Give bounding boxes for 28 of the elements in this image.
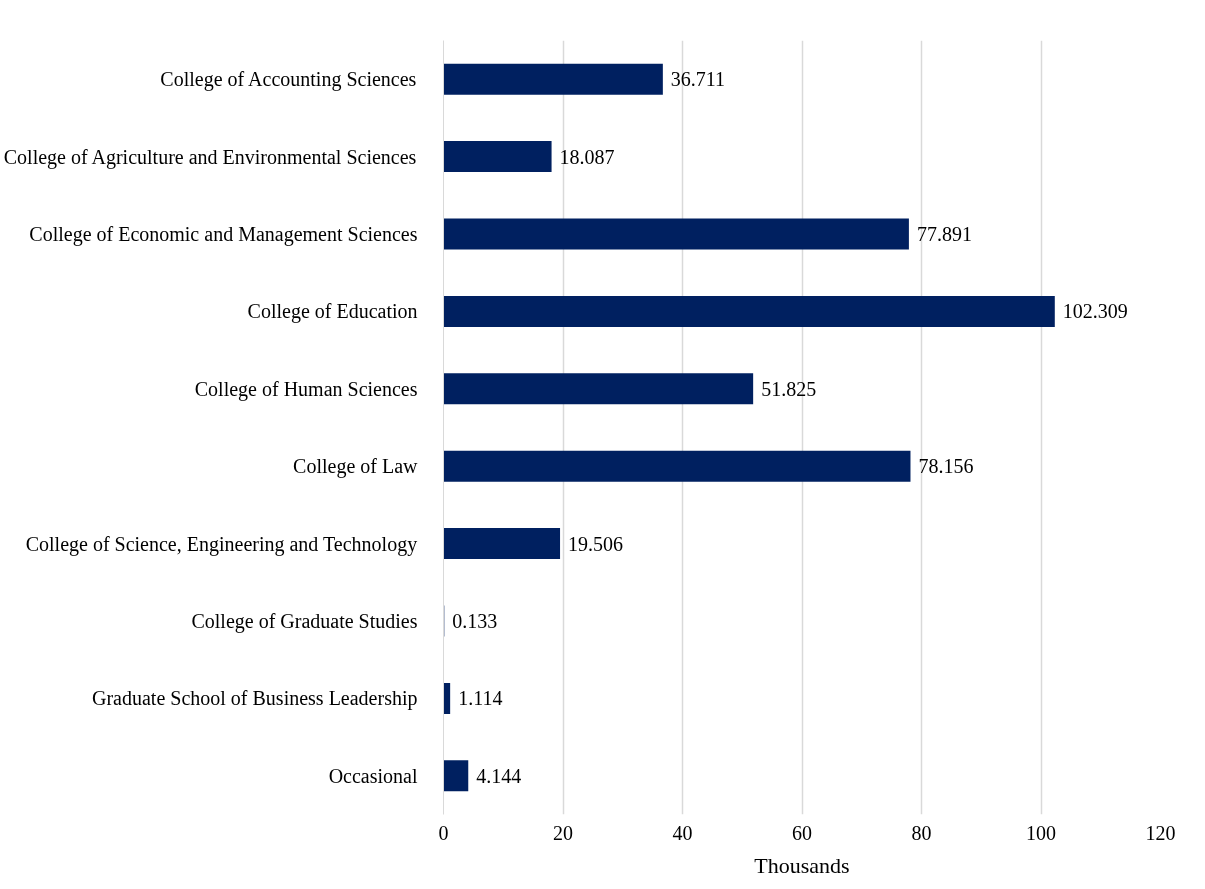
y-tick-label: College of Graduate Studies [191,610,418,633]
data-label: 102.309 [1062,300,1128,323]
y-tick-label: Graduate School of Business Leadership [92,687,418,711]
x-tick-label: 100 [1026,821,1056,844]
y-tick-label: College of Agriculture and Environmental Sciences [3,145,417,169]
y-tick-label: College of Accounting Sciences [160,68,417,92]
data-label: 4.144 [476,764,522,787]
x-tick-label: 120 [1145,821,1176,844]
x-axis-title: Thousands [754,852,850,878]
x-tick-label: 60 [792,821,812,844]
y-tick-label: College of Law [293,455,419,479]
y-tick-label: College of Education [247,300,418,324]
data-label: 1.114 [458,687,503,710]
x-tick-label: 80 [911,821,932,844]
y-tick-label: Occasional [328,764,418,787]
data-label: 51.825 [761,377,817,400]
data-label: 77.891 [916,223,972,245]
data-label: 0.133 [452,610,498,632]
x-tick-label: 40 [672,821,693,844]
x-tick-label: 0 [438,821,449,844]
y-tick-label: College of Science, Engineering and Technology [25,532,418,556]
data-label: 36.711 [670,68,726,91]
data-label: 18.087 [559,145,615,168]
y-tick-label: College of Economic and Management Sciences [29,223,418,246]
data-label: 19.506 [568,532,624,555]
x-tick-label: 20 [553,821,573,844]
y-tick-label: College of Human Sciences [194,377,418,401]
data-label: 78.156 [918,455,974,478]
